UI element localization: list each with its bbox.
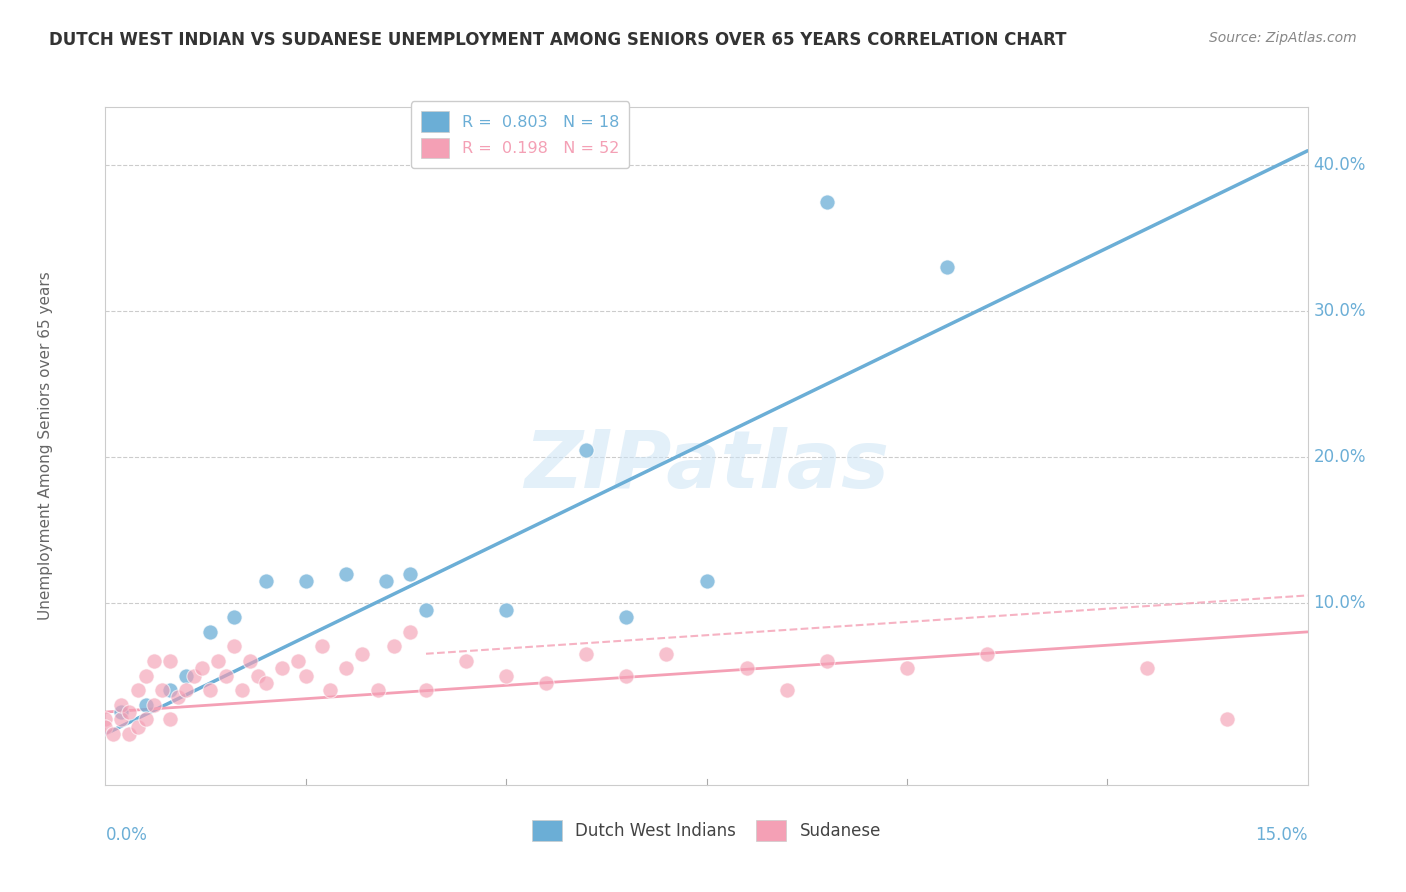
Point — [135, 668, 157, 682]
Point — [239, 654, 262, 668]
Point — [150, 683, 173, 698]
Point — [382, 640, 405, 654]
Point — [367, 683, 389, 698]
Point — [198, 624, 221, 639]
Point — [231, 683, 253, 698]
Text: 15.0%: 15.0% — [1256, 826, 1308, 844]
Point — [118, 727, 141, 741]
Point — [118, 705, 141, 719]
Point — [295, 668, 318, 682]
Point — [495, 603, 517, 617]
Point — [127, 683, 149, 698]
Point — [1136, 661, 1159, 675]
Point — [94, 720, 117, 734]
Point — [399, 566, 422, 581]
Point — [207, 654, 229, 668]
Point — [319, 683, 342, 698]
Point — [1216, 712, 1239, 726]
Point — [222, 610, 245, 624]
Point — [222, 640, 245, 654]
Text: 20.0%: 20.0% — [1313, 448, 1367, 466]
Point — [311, 640, 333, 654]
Point — [110, 705, 132, 719]
Point — [159, 712, 181, 726]
Point — [575, 647, 598, 661]
Point — [135, 698, 157, 712]
Text: ZIPatlas: ZIPatlas — [524, 427, 889, 506]
Point — [374, 574, 398, 588]
Point — [534, 676, 557, 690]
Point — [295, 574, 318, 588]
Text: 40.0%: 40.0% — [1313, 156, 1367, 174]
Point — [776, 683, 799, 698]
Point — [350, 647, 373, 661]
Point — [246, 668, 269, 682]
Point — [214, 668, 236, 682]
Point — [110, 712, 132, 726]
Point — [976, 647, 998, 661]
Point — [174, 683, 197, 698]
Point — [110, 698, 132, 712]
Point — [335, 566, 357, 581]
Point — [135, 712, 157, 726]
Point — [174, 668, 197, 682]
Point — [655, 647, 678, 661]
Point — [190, 661, 212, 675]
Point — [254, 676, 277, 690]
Text: Source: ZipAtlas.com: Source: ZipAtlas.com — [1209, 31, 1357, 45]
Point — [287, 654, 309, 668]
Point — [254, 574, 277, 588]
Point — [159, 683, 181, 698]
Point — [142, 654, 165, 668]
Point — [815, 654, 838, 668]
Point — [696, 574, 718, 588]
Legend: Dutch West Indians, Sudanese: Dutch West Indians, Sudanese — [526, 814, 887, 847]
Text: 0.0%: 0.0% — [105, 826, 148, 844]
Point — [198, 683, 221, 698]
Point — [94, 712, 117, 726]
Point — [495, 668, 517, 682]
Text: 30.0%: 30.0% — [1313, 302, 1367, 320]
Point — [575, 442, 598, 457]
Point — [183, 668, 205, 682]
Point — [735, 661, 758, 675]
Text: Unemployment Among Seniors over 65 years: Unemployment Among Seniors over 65 years — [38, 272, 53, 620]
Point — [454, 654, 477, 668]
Point — [399, 624, 422, 639]
Text: 10.0%: 10.0% — [1313, 594, 1367, 612]
Point — [415, 683, 437, 698]
Point — [616, 610, 638, 624]
Point — [616, 668, 638, 682]
Point — [815, 194, 838, 209]
Point — [142, 698, 165, 712]
Text: DUTCH WEST INDIAN VS SUDANESE UNEMPLOYMENT AMONG SENIORS OVER 65 YEARS CORRELATI: DUTCH WEST INDIAN VS SUDANESE UNEMPLOYME… — [49, 31, 1067, 49]
Point — [335, 661, 357, 675]
Point — [159, 654, 181, 668]
Point — [936, 260, 959, 275]
Point — [127, 720, 149, 734]
Point — [166, 690, 188, 705]
Point — [415, 603, 437, 617]
Point — [103, 727, 125, 741]
Point — [270, 661, 292, 675]
Point — [896, 661, 918, 675]
